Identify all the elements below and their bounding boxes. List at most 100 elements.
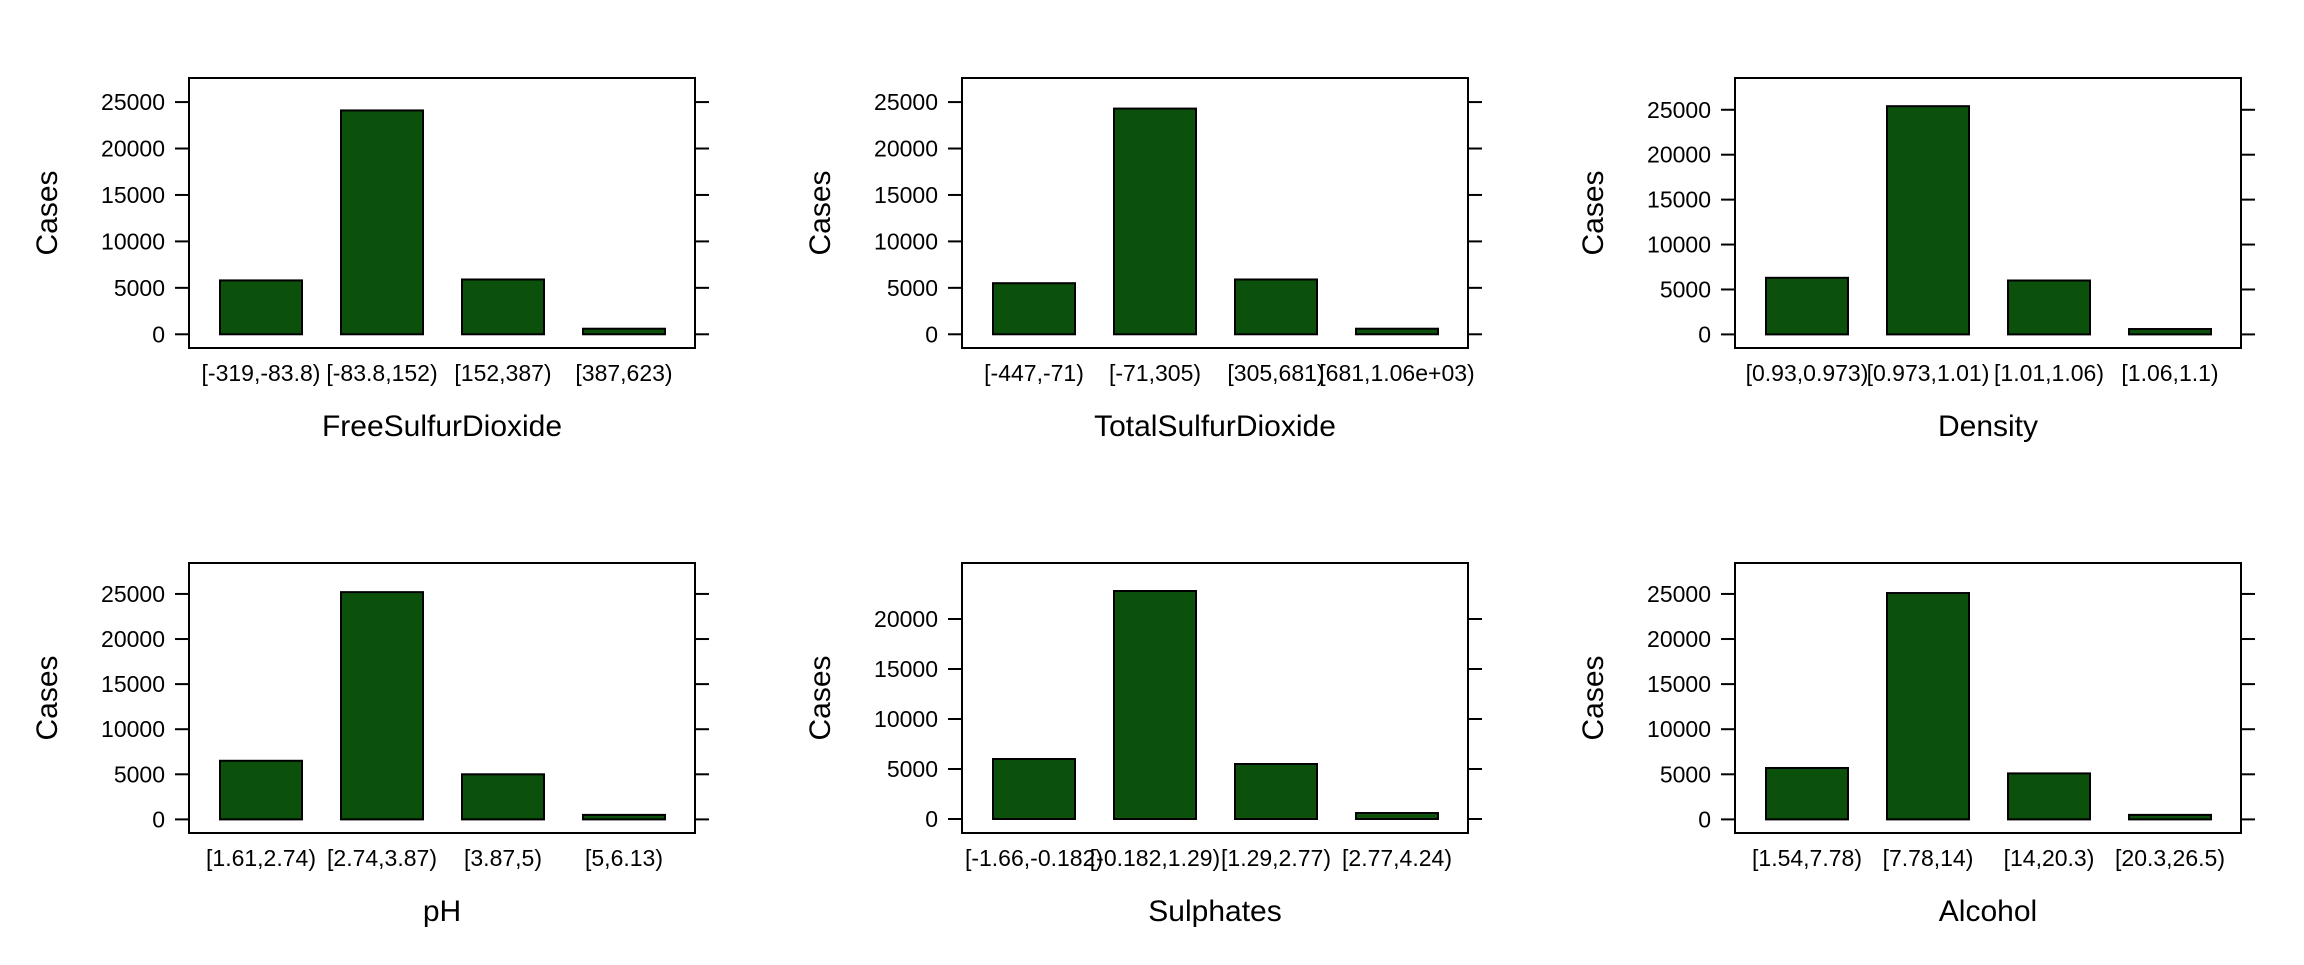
y-tick-label: 15000 [101,671,165,697]
x-category-label: [1.61,2.74) [206,845,316,871]
histogram-bar [340,109,424,336]
y-tick-label: 25000 [1647,97,1711,123]
y-tick-label: 20000 [874,136,938,162]
y-tick-label: 0 [1698,321,1711,347]
y-axis-title: Cases [31,170,64,255]
histogram-bar [992,282,1076,336]
x-category-label: [152,387) [454,360,551,386]
y-tick-label: 10000 [1647,716,1711,742]
x-category-label: [1.54,7.78) [1752,845,1862,871]
x-category-label: [387,623) [575,360,672,386]
histogram-bar [1355,327,1439,336]
histogram-panel-3: 0 5000 10000 15000 20000 25000 [0.93,0.973)[0.… [1577,77,2255,443]
histogram-panel-2: 0 5000 10000 15000 20000 25000 [-447,-71) [-71,… [804,77,1482,443]
y-tick-label: 25000 [874,89,938,115]
x-category-label: [-319,-83.8) [202,360,321,386]
x-category-label: [2.74,3.87) [327,845,437,871]
y-tick-label: 0 [1698,806,1711,832]
x-category-label: [0.973,1.01) [1867,360,1990,386]
histogram-bar [992,758,1076,820]
x-category-label: [1.01,1.06) [1994,360,2104,386]
histogram-bar [461,278,545,336]
y-tick-label: 5000 [114,761,165,787]
histogram-bar [219,759,303,821]
histogram-bar [219,279,303,336]
x-axis-title: Alcohol [1939,895,2037,928]
y-tick-label: 5000 [1660,276,1711,302]
y-axis-title: Cases [804,170,837,255]
histogram-bar [2128,813,2212,821]
histogram-bar [1355,812,1439,820]
y-tick-label: 10000 [874,706,938,732]
x-category-label: [14,20.3) [2004,845,2095,871]
y-tick-label: 10000 [101,716,165,742]
histogram-bar [2007,279,2091,336]
y-axis-title: Cases [1577,655,1610,740]
histogram-bar [1234,763,1318,820]
y-tick-label: 20000 [1647,626,1711,652]
histogram-bar [1113,107,1197,336]
y-tick-label: 10000 [874,228,938,254]
y-tick-label: 0 [925,321,938,347]
x-category-label: [7.78,14) [1883,845,1974,871]
histogram-bar [582,813,666,821]
y-tick-label: 0 [925,806,938,832]
y-tick-label: 10000 [101,228,165,254]
y-tick-label: 25000 [101,581,165,607]
histogram-bar [1234,278,1318,336]
x-category-label: [-447,-71) [984,360,1084,386]
y-tick-label: 20000 [101,626,165,652]
histogram-bar [1886,592,1970,821]
x-axis-title: Density [1938,410,2038,443]
y-tick-label: 25000 [1647,581,1711,607]
x-category-label: [305,681) [1227,360,1324,386]
histogram-bar [582,327,666,336]
y-tick-label: 15000 [101,182,165,208]
y-tick-label: 20000 [101,136,165,162]
y-tick-label: 5000 [1660,761,1711,787]
x-category-label: [-83.8,152) [326,360,437,386]
y-tick-label: 15000 [874,656,938,682]
histogram-bar [1886,105,1970,336]
y-tick-label: 20000 [1647,142,1711,168]
histogram-panel-6: 0 5000 10000 15000 20000 25000 [1.54,7.78) [7.7… [1577,562,2255,928]
x-category-label: [-0.182,1.29) [1090,845,1220,871]
y-axis-title: Cases [31,655,64,740]
y-axis-title: Cases [804,655,837,740]
y-tick-label: 15000 [1647,187,1711,213]
plot-frame [188,562,696,834]
x-axis-title: FreeSulfurDioxide [322,410,562,443]
y-tick-label: 5000 [887,756,938,782]
histogram-panel-4: 0 5000 10000 15000 20000 25000 [1.61,2.74) [2.7… [31,562,709,928]
y-tick-label: 0 [152,806,165,832]
y-axis-title: Cases [1577,170,1610,255]
x-category-label: [3.87,5) [464,845,542,871]
plot-frame [961,562,1469,834]
plot-frame [1734,562,2242,834]
x-category-label: [681,1.06e+03) [1319,360,1474,386]
histogram-panel-5: 0 5000 10000 15000 20000 [-1.66,-0.182)[-0.18… [804,562,1482,928]
y-tick-label: 15000 [874,182,938,208]
x-axis-title: TotalSulfurDioxide [1094,410,1336,443]
plot-frame [1734,77,2242,349]
histogram-bar [2007,772,2091,821]
plot-frame [188,77,696,349]
y-tick-label: 5000 [887,275,938,301]
x-category-label: [1.29,2.77) [1221,845,1331,871]
histogram-bar [2128,328,2212,336]
x-category-label: [1.06,1.1) [2121,360,2218,386]
x-category-label: [-71,305) [1109,360,1201,386]
histogram-bar [1765,276,1849,336]
x-category-label: [20.3,26.5) [2115,845,2225,871]
x-axis-title: pH [423,895,461,928]
x-axis-title: Sulphates [1148,895,1281,928]
y-tick-label: 10000 [1647,232,1711,258]
histogram-bar [1113,590,1197,820]
y-tick-label: 0 [152,321,165,347]
y-tick-label: 15000 [1647,671,1711,697]
x-category-label: [-1.66,-0.182) [965,845,1103,871]
histogram-panel-1: 0 5000 10000 15000 20000 25000 [-319,-83.8) [-8… [31,77,709,443]
histogram-bar [1765,766,1849,821]
